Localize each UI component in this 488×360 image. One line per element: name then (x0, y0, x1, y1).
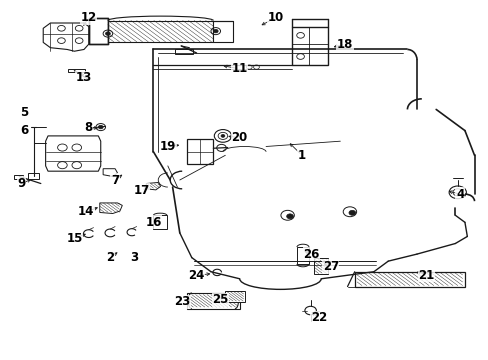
Bar (313, 258, 328, 274)
Text: 19: 19 (159, 140, 176, 153)
Text: 4: 4 (455, 188, 463, 201)
Text: 11: 11 (231, 62, 247, 75)
Bar (186, 293, 239, 309)
Bar (68, 69, 85, 72)
Circle shape (213, 30, 218, 33)
Text: 2: 2 (106, 251, 114, 264)
Circle shape (98, 125, 103, 129)
Text: 17: 17 (133, 184, 149, 197)
Circle shape (286, 214, 293, 219)
Text: 20: 20 (231, 131, 247, 144)
Bar (15, 175, 23, 179)
Polygon shape (45, 136, 101, 171)
Circle shape (348, 210, 355, 215)
Text: 22: 22 (310, 311, 326, 324)
Circle shape (221, 135, 224, 137)
Bar (186, 139, 213, 164)
Bar (354, 272, 464, 287)
Text: 13: 13 (76, 71, 92, 84)
Bar (153, 215, 166, 229)
Text: 3: 3 (130, 251, 138, 264)
Text: 18: 18 (336, 38, 353, 51)
Bar (108, 21, 213, 42)
Text: 1: 1 (297, 149, 305, 162)
Text: 12: 12 (81, 11, 97, 24)
Text: 6: 6 (20, 124, 28, 137)
Bar (213, 21, 232, 42)
Polygon shape (146, 183, 160, 190)
Text: 10: 10 (267, 11, 283, 24)
Text: 26: 26 (303, 248, 319, 261)
Text: 14: 14 (78, 205, 94, 218)
Text: 21: 21 (418, 269, 434, 282)
Bar (175, 49, 193, 54)
Text: 8: 8 (84, 121, 93, 134)
Bar (28, 173, 40, 179)
Text: 24: 24 (188, 269, 204, 282)
Bar (292, 27, 327, 66)
Polygon shape (43, 23, 89, 51)
Text: 16: 16 (145, 216, 162, 229)
Bar (225, 291, 244, 302)
Bar (89, 18, 108, 44)
Polygon shape (100, 203, 122, 213)
Text: 7: 7 (111, 174, 119, 186)
Text: 9: 9 (18, 177, 26, 190)
Circle shape (105, 32, 110, 35)
Text: 25: 25 (212, 293, 228, 306)
Polygon shape (103, 169, 117, 176)
Text: 15: 15 (66, 232, 82, 245)
Text: 23: 23 (174, 295, 190, 308)
Text: 5: 5 (20, 107, 28, 120)
Bar (297, 247, 308, 264)
Text: 27: 27 (322, 260, 338, 273)
